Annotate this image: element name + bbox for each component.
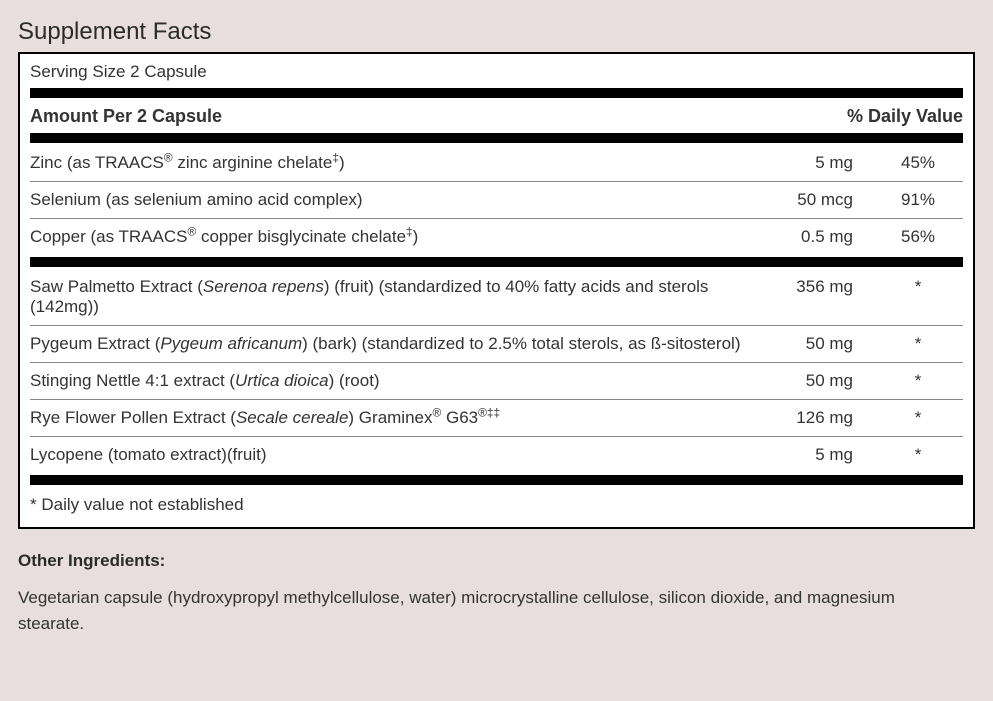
ingredient-dv: * (873, 334, 963, 354)
ingredient-row: Lycopene (tomato extract)(fruit)5 mg* (30, 437, 963, 473)
ingredient-name: Rye Flower Pollen Extract (Secale cereal… (30, 408, 783, 428)
ingredient-name: Zinc (as TRAACS® zinc arginine chelate‡) (30, 153, 783, 173)
ingredient-dv: * (873, 371, 963, 391)
ingredient-name: Saw Palmetto Extract (Serenoa repens) (f… (30, 277, 783, 317)
footnote: * Daily value not established (30, 487, 963, 517)
ingredient-row: Selenium (as selenium amino acid complex… (30, 182, 963, 219)
other-ingredients-text: Vegetarian capsule (hydroxypropyl methyl… (18, 585, 958, 636)
ingredient-name: Copper (as TRAACS® copper bisglycinate c… (30, 227, 783, 247)
divider-bar (30, 88, 963, 98)
header-dv: % Daily Value (823, 106, 963, 127)
ingredient-amount: 50 mg (783, 371, 873, 391)
herbal-section: Saw Palmetto Extract (Serenoa repens) (f… (30, 269, 963, 473)
serving-size: Serving Size 2 Capsule (30, 60, 963, 86)
ingredient-amount: 0.5 mg (783, 227, 873, 247)
ingredient-row: Zinc (as TRAACS® zinc arginine chelate‡)… (30, 145, 963, 182)
ingredient-dv: * (873, 277, 963, 297)
ingredient-name: Stinging Nettle 4:1 extract (Urtica dioi… (30, 371, 783, 391)
ingredient-amount: 5 mg (783, 445, 873, 465)
mineral-section: Zinc (as TRAACS® zinc arginine chelate‡)… (30, 145, 963, 255)
ingredient-name: Lycopene (tomato extract)(fruit) (30, 445, 783, 465)
ingredient-amount: 50 mcg (783, 190, 873, 210)
panel-title: Supplement Facts (18, 18, 975, 46)
ingredient-row: Rye Flower Pollen Extract (Secale cereal… (30, 400, 963, 437)
ingredient-row: Stinging Nettle 4:1 extract (Urtica dioi… (30, 363, 963, 400)
ingredient-row: Pygeum Extract (Pygeum africanum) (bark)… (30, 326, 963, 363)
column-header-row: Amount Per 2 Capsule % Daily Value (30, 100, 963, 131)
other-ingredients-title: Other Ingredients: (18, 551, 975, 571)
divider-bar (30, 133, 963, 143)
ingredient-amount: 50 mg (783, 334, 873, 354)
divider-bar (30, 475, 963, 485)
ingredient-name: Selenium (as selenium amino acid complex… (30, 190, 783, 210)
ingredient-row: Copper (as TRAACS® copper bisglycinate c… (30, 219, 963, 255)
divider-bar (30, 257, 963, 267)
ingredient-amount: 356 mg (783, 277, 873, 297)
ingredient-dv: * (873, 408, 963, 428)
ingredient-name: Pygeum Extract (Pygeum africanum) (bark)… (30, 334, 783, 354)
ingredient-dv: 91% (873, 190, 963, 210)
ingredient-amount: 5 mg (783, 153, 873, 173)
ingredient-amount: 126 mg (783, 408, 873, 428)
ingredient-row: Saw Palmetto Extract (Serenoa repens) (f… (30, 269, 963, 326)
facts-panel: Serving Size 2 Capsule Amount Per 2 Caps… (18, 52, 975, 529)
ingredient-dv: * (873, 445, 963, 465)
ingredient-dv: 45% (873, 153, 963, 173)
header-amount: Amount Per 2 Capsule (30, 106, 823, 127)
ingredient-dv: 56% (873, 227, 963, 247)
